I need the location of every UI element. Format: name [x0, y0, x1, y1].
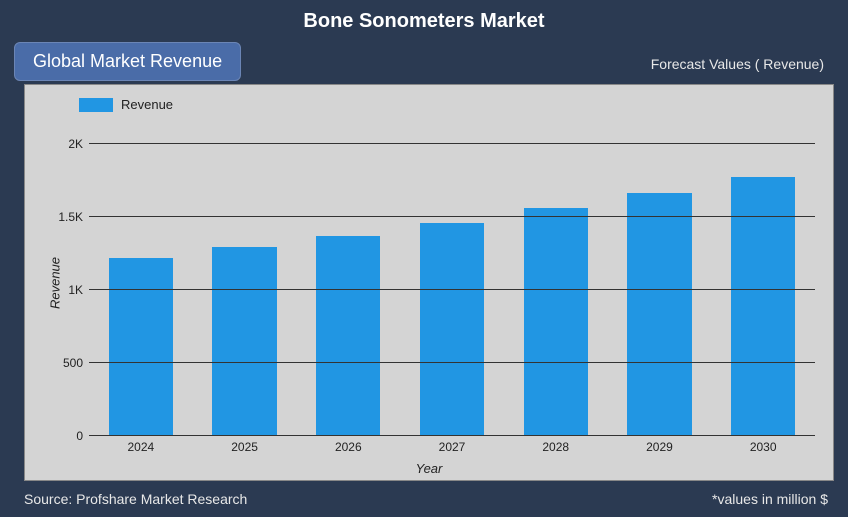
bar [627, 193, 691, 436]
bar [212, 247, 276, 436]
bar-slot: 2030 [711, 129, 815, 436]
y-tick-label: 1.5K [58, 210, 83, 224]
bar-slot: 2024 [89, 129, 193, 436]
y-tick-label: 2K [68, 137, 83, 151]
x-tick-label: 2024 [128, 440, 155, 454]
bars-container: 2024202520262027202820292030 [89, 129, 815, 436]
y-tick-label: 500 [63, 356, 83, 370]
chart-legend: Revenue [79, 97, 173, 112]
y-tick-label: 0 [76, 429, 83, 443]
forecast-label: Forecast Values ( Revenue) [651, 56, 824, 72]
source-text: Source: Profshare Market Research [24, 491, 247, 507]
x-tick-label: 2026 [335, 440, 362, 454]
chart-panel: Revenue Revenue 202420252026202720282029… [24, 84, 834, 481]
revenue-badge: Global Market Revenue [14, 42, 241, 81]
bar [524, 208, 588, 436]
grid-line [89, 435, 815, 436]
y-axis-label: Revenue [48, 256, 63, 308]
grid-line [89, 143, 815, 144]
bar-slot: 2026 [296, 129, 400, 436]
bar-slot: 2027 [400, 129, 504, 436]
bar [420, 223, 484, 436]
x-tick-label: 2029 [646, 440, 673, 454]
x-tick-label: 2025 [231, 440, 258, 454]
bar-slot: 2029 [608, 129, 712, 436]
x-tick-label: 2028 [542, 440, 569, 454]
legend-swatch [79, 98, 113, 112]
bar-slot: 2028 [504, 129, 608, 436]
values-note: *values in million $ [712, 491, 828, 507]
legend-text: Revenue [121, 97, 173, 112]
grid-line [89, 289, 815, 290]
x-tick-label: 2027 [439, 440, 466, 454]
x-axis-label: Year [416, 461, 443, 476]
grid-line [89, 216, 815, 217]
y-tick-label: 1K [68, 283, 83, 297]
grid-line [89, 362, 815, 363]
chart-main-title: Bone Sonometers Market [0, 0, 848, 39]
bar-slot: 2025 [193, 129, 297, 436]
plot-area: 2024202520262027202820292030 05001K1.5K2… [89, 129, 815, 436]
x-tick-label: 2030 [750, 440, 777, 454]
bar [316, 236, 380, 436]
bar [109, 258, 173, 436]
